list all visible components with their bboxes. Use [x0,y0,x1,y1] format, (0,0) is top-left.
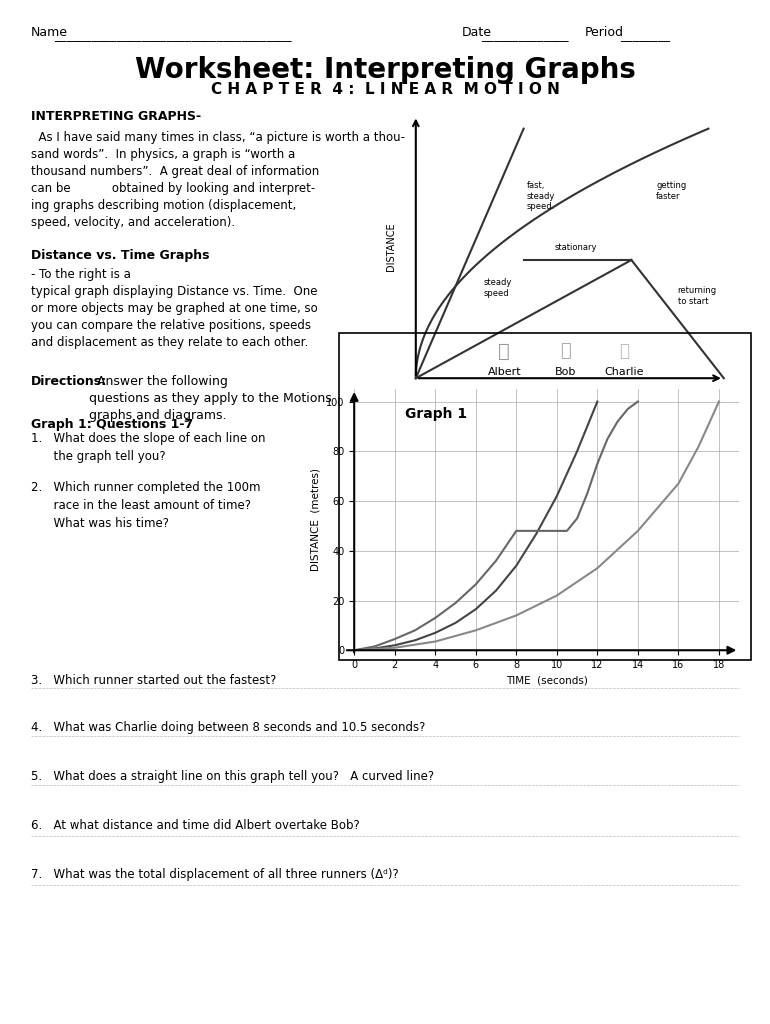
Text: TIME: TIME [558,394,581,404]
Text: 4.   What was Charlie doing between 8 seconds and 10.5 seconds?: 4. What was Charlie doing between 8 seco… [31,721,425,734]
Text: ______________: ______________ [481,29,569,42]
Text: returning
to start: returning to start [678,287,717,306]
Text: 5.   What does a straight line on this graph tell you?   A curved line?: 5. What does a straight line on this gra… [31,770,434,783]
Text: - To the right is a
typical graph displaying Distance vs. Time.  One
or more obj: - To the right is a typical graph displa… [31,268,317,349]
Text: 6.   At what distance and time did Albert overtake Bob?: 6. At what distance and time did Albert … [31,819,360,833]
Text: Distance vs. Time Graphs: Distance vs. Time Graphs [31,249,209,262]
Text: 7.   What was the total displacement of all three runners (Δᵈ)?: 7. What was the total displacement of al… [31,868,399,882]
Y-axis label: DISTANCE  (metres): DISTANCE (metres) [310,468,320,571]
Text: Name: Name [31,26,68,39]
Text: 1.   What does the slope of each line on
      the graph tell you?: 1. What does the slope of each line on t… [31,432,266,463]
Text: INTERPRETING GRAPHS-: INTERPRETING GRAPHS- [31,110,201,123]
Text: ______________________________________: ______________________________________ [54,29,291,42]
Text: Albert: Albert [487,367,521,377]
X-axis label: TIME  (seconds): TIME (seconds) [506,676,588,685]
Text: Date: Date [462,26,492,39]
Text: steady
speed: steady speed [484,279,512,298]
Text: 🏃: 🏃 [498,341,511,360]
Text: Directions:: Directions: [31,375,107,388]
Text: ________: ________ [620,29,670,42]
Text: stationary: stationary [554,243,597,252]
Text: DISTANCE: DISTANCE [387,222,396,271]
Text: getting
faster: getting faster [656,181,686,201]
Text: As I have said many times in class, “a picture is worth a thou-
sand words”.  In: As I have said many times in class, “a p… [31,131,405,229]
Text: Graph 1: Graph 1 [405,407,467,421]
Text: Bob: Bob [555,367,577,377]
Text: C H A P T E R  4 :  L I N E A R  M O T I O N: C H A P T E R 4 : L I N E A R M O T I O … [210,82,560,97]
Text: Worksheet: Interpreting Graphs: Worksheet: Interpreting Graphs [135,56,635,84]
Text: Graph 1: Questions 1-7: Graph 1: Questions 1-7 [31,418,193,431]
Text: Answer the following
questions as they apply to the Motions
graphs and diagrams.: Answer the following questions as they a… [89,375,331,422]
Text: Period: Period [585,26,624,39]
Text: 2.   Which runner completed the 100m
      race in the least amount of time?
   : 2. Which runner completed the 100m race … [31,481,260,530]
Text: 🏃: 🏃 [619,342,628,360]
Text: 🏃: 🏃 [561,342,571,360]
Text: Charlie: Charlie [604,367,644,377]
Text: fast,
steady
speed.: fast, steady speed. [527,181,555,211]
Text: 3.   Which runner started out the fastest?: 3. Which runner started out the fastest? [31,674,276,687]
